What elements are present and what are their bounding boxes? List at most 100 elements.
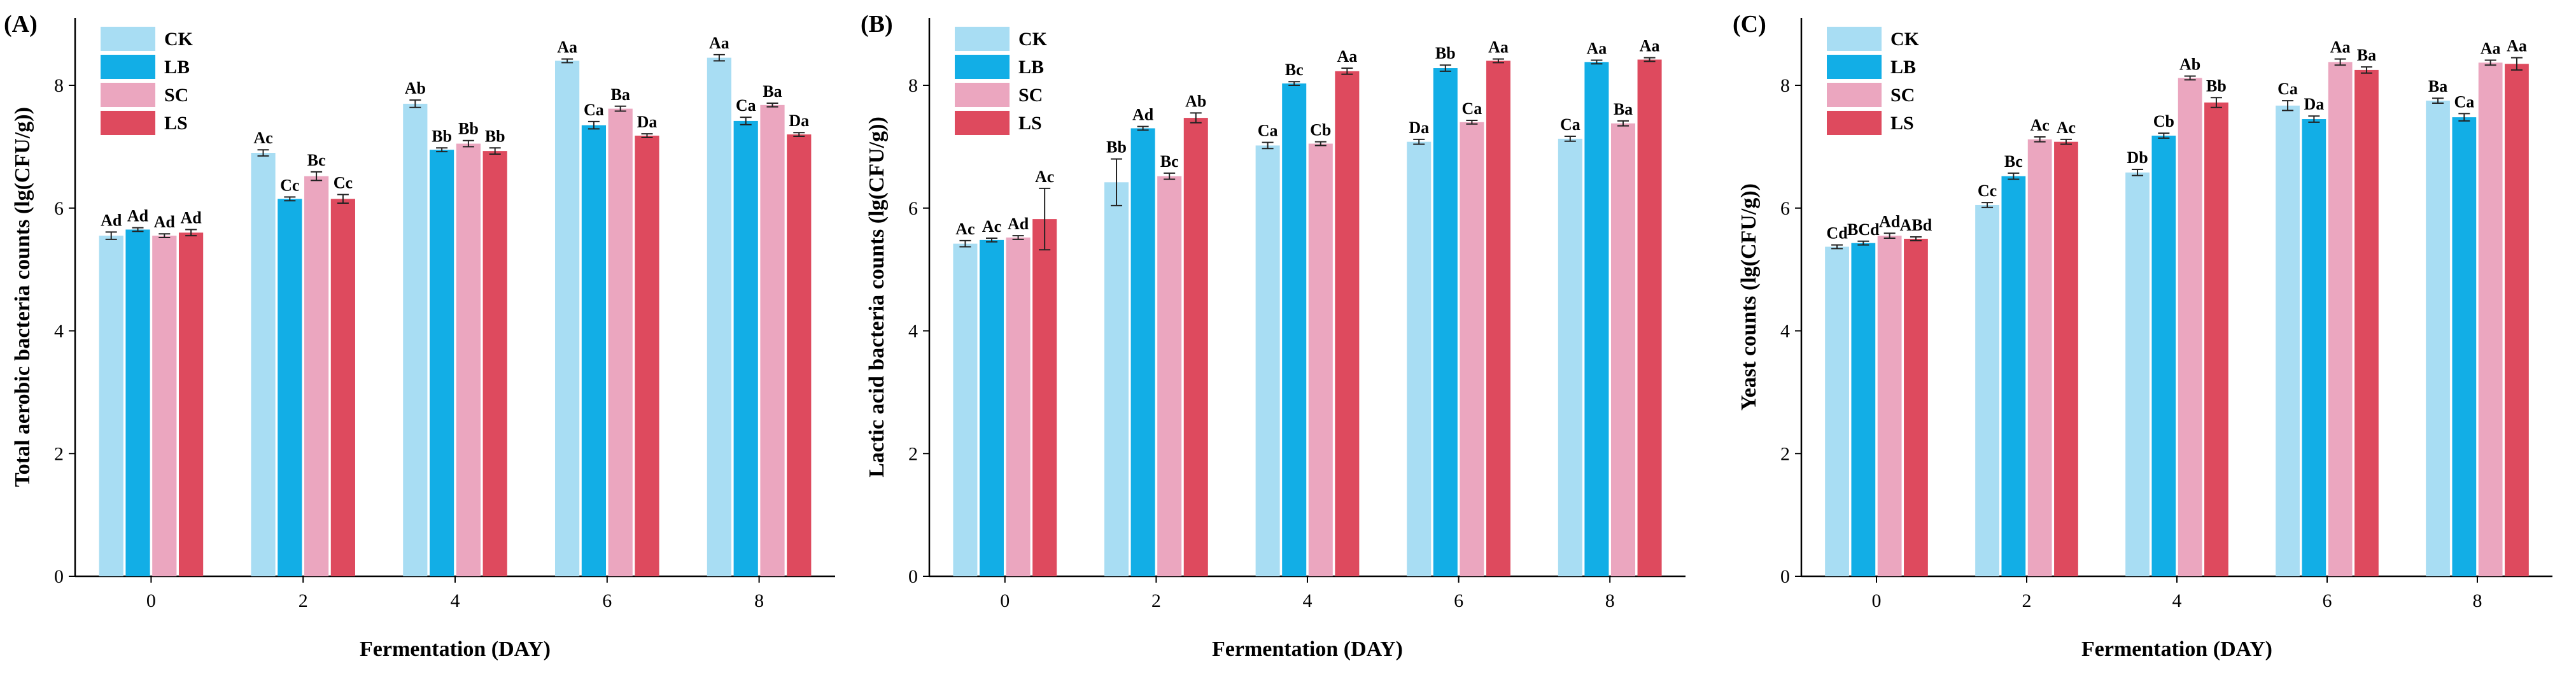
y-tick-label: 0 — [908, 566, 918, 587]
bar-SC-day-8 — [1610, 123, 1635, 576]
significance-label: Bc — [2004, 152, 2023, 171]
bar-SC-day-0 — [152, 236, 177, 577]
y-tick-label: 4 — [54, 321, 64, 342]
y-axis-label: Yeast counts (lg(CFU/g)) — [1737, 183, 1761, 411]
bar-CK-day-2 — [251, 153, 276, 576]
significance-label: Ba — [763, 82, 782, 101]
legend-swatch-CK — [1827, 27, 1882, 51]
legend-label-LS: LS — [1018, 113, 1042, 134]
x-tick-label: 8 — [754, 590, 764, 611]
bar-SC-day-4 — [456, 143, 481, 577]
significance-label: Cc — [334, 174, 353, 192]
panel-label: (A) — [4, 11, 38, 38]
bar-SC-day-8 — [2478, 62, 2503, 577]
chart-panel-2: 0 2 4 6 8 0 Cd BCd Ad ABd 2 Cc Bc Ac Ac 4 Db Cb Ab Bb 6 Ca Da A… — [1733, 11, 2552, 661]
significance-label: Ba — [611, 85, 630, 104]
legend-swatch-CK — [955, 27, 1010, 51]
significance-label: Ab — [405, 79, 426, 97]
bar-LS-day-0 — [178, 232, 204, 576]
significance-label: Ac — [1035, 167, 1054, 186]
significance-label: Ba — [1614, 100, 1633, 118]
legend-swatch-LB — [101, 55, 155, 79]
legend-label-LS: LS — [1890, 113, 1914, 134]
bar-LS-day-8 — [1637, 59, 1662, 577]
significance-label: Bc — [1285, 60, 1304, 79]
bar-LS-day-0 — [1904, 238, 1928, 576]
bar-LB-day-0 — [1851, 243, 1876, 576]
x-axis-label: Fermentation (DAY) — [2081, 637, 2272, 661]
bar-CK-day-4 — [1255, 145, 1280, 576]
significance-label: Ac — [2030, 116, 2049, 134]
significance-label: Bc — [1160, 152, 1179, 171]
significance-label: Ac — [2057, 118, 2076, 137]
significance-label: Ba — [2428, 77, 2447, 96]
x-tick-label: 4 — [451, 590, 460, 611]
y-tick-label: 2 — [908, 443, 918, 464]
significance-label: Bb — [1435, 44, 1456, 62]
bar-SC-day-6 — [2328, 62, 2353, 576]
significance-label: Da — [637, 113, 658, 131]
legend-label-CK: CK — [1890, 29, 1920, 50]
significance-label: Ac — [982, 217, 1001, 236]
significance-label: Bb — [2206, 76, 2227, 95]
significance-label: Ca — [1258, 122, 1278, 140]
significance-label: Ca — [584, 101, 604, 119]
bar-CK-day-6 — [2276, 105, 2300, 577]
legend-swatch-SC — [955, 83, 1010, 107]
y-axis-label: Total aerobic bacteria counts (lg(CFU/g)… — [11, 107, 34, 487]
bar-CK-day-8 — [1558, 138, 1582, 576]
x-tick-label: 6 — [2323, 590, 2332, 611]
significance-label: Da — [2304, 95, 2324, 113]
x-axis-label: Fermentation (DAY) — [1212, 637, 1403, 661]
bar-LB-day-6 — [1433, 68, 1458, 577]
legend-swatch-SC — [1827, 83, 1882, 107]
legend-label-LB: LB — [1018, 57, 1044, 78]
x-tick-label: 6 — [602, 590, 612, 611]
bar-SC-day-2 — [304, 176, 329, 577]
bar-SC-day-2 — [2027, 139, 2052, 577]
bar-LS-day-8 — [2505, 64, 2529, 577]
y-axis-label: Lactic acid bacteria counts (lg(CFU/g)) — [865, 117, 889, 478]
significance-label: Ca — [1560, 115, 1580, 134]
x-tick-label: 0 — [1872, 590, 1882, 611]
bar-SC-day-4 — [2178, 78, 2202, 576]
bar-LS-day-4 — [1335, 71, 1360, 577]
significance-label: Db — [2127, 148, 2148, 167]
legend-swatch-SC — [101, 83, 155, 107]
y-tick-label: 6 — [54, 198, 64, 219]
significance-label: Ab — [1185, 92, 1206, 110]
bar-LB-day-6 — [581, 125, 607, 577]
bar-SC-day-4 — [1308, 143, 1333, 577]
bar-LB-day-6 — [2302, 119, 2326, 576]
x-tick-label: 0 — [1000, 590, 1010, 611]
bar-CK-day-4 — [2125, 172, 2150, 576]
bar-LB-day-8 — [1584, 62, 1609, 576]
significance-label: Aa — [2481, 39, 2501, 57]
significance-label: Ad — [127, 207, 149, 225]
y-tick-label: 6 — [1780, 198, 1790, 219]
significance-label: Da — [789, 111, 809, 130]
x-tick-label: 4 — [1303, 590, 1313, 611]
significance-label: Bb — [432, 127, 452, 145]
bar-LB-day-2 — [1130, 128, 1155, 576]
bar-LB-day-0 — [125, 229, 150, 576]
y-tick-label: 4 — [1780, 321, 1790, 342]
bar-LS-day-8 — [787, 134, 812, 577]
y-tick-label: 0 — [54, 566, 64, 587]
significance-label: Ca — [2277, 80, 2298, 98]
bar-LB-day-4 — [430, 150, 454, 576]
significance-label: Cc — [1978, 181, 1997, 200]
significance-label: Bb — [1106, 138, 1127, 157]
significance-label: Cb — [2153, 112, 2174, 131]
significance-label: Ca — [2454, 92, 2474, 111]
significance-label: Ad — [1008, 215, 1029, 233]
legend-swatch-LS — [101, 111, 155, 135]
x-tick-label: 2 — [2022, 590, 2032, 611]
legend-swatch-LS — [955, 111, 1010, 135]
significance-label: Aa — [1640, 37, 1660, 55]
significance-label: Bb — [458, 120, 479, 138]
bar-LB-day-8 — [733, 120, 758, 576]
y-tick-label: 2 — [54, 443, 64, 464]
